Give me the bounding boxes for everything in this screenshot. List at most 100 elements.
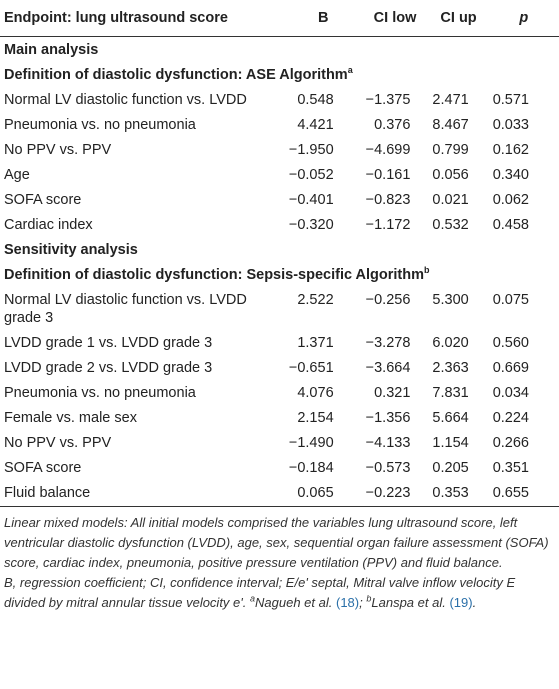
data-row: Cardiac index −0.320 −1.172 0.532 0.458: [0, 212, 559, 237]
cell-value: 0.799: [432, 141, 469, 158]
data-row: Normal LV diastolic function vs. LVDD gr…: [0, 287, 559, 330]
row-label: SOFA score: [4, 191, 82, 208]
row-label: Female vs. male sex: [4, 409, 137, 426]
cell-value: 0.376: [374, 116, 411, 133]
cell-value: 0.034: [492, 384, 529, 401]
data-row: Pneumonia vs. no pneumonia 4.421 0.376 8.46…: [0, 112, 559, 137]
row-label: LVDD grade 2 vs. LVDD grade 3: [4, 359, 213, 376]
cell-value: 0.062: [492, 191, 529, 208]
cell-value: −1.375: [365, 91, 411, 108]
cell-value: −1.490: [288, 434, 334, 451]
section-row: Definition of diastolic dysfunction: ASE…: [0, 62, 559, 87]
data-row: Normal LV diastolic function vs. LVDD 0.5…: [0, 87, 559, 112]
cell-value: 2.363: [432, 359, 469, 376]
cell-value: 0.224: [492, 409, 529, 426]
cell-value: 0.266: [492, 434, 529, 451]
ref-author: Lanspa et al.: [371, 594, 446, 610]
cell-value: 0.205: [432, 459, 469, 476]
header-row: Endpoint: lung ultrasound score B CI low CI…: [0, 0, 559, 37]
data-row: No PPV vs. PPV −1.950 −4.699 0.799 0.162: [0, 137, 559, 162]
cell-value: 0.162: [492, 141, 529, 158]
cell-value: 4.421: [297, 116, 334, 133]
cell-value: −0.320: [288, 216, 334, 233]
footnotes: Linear mixed models: All initial models …: [0, 507, 559, 613]
data-row: LVDD grade 1 vs. LVDD grade 3 1.371 −3.278…: [0, 330, 559, 355]
cell-value: 0.021: [432, 191, 469, 208]
cell-value: −0.184: [288, 459, 334, 476]
cell-value: 5.300: [432, 291, 469, 308]
cell-value: 0.056: [432, 166, 469, 183]
cell-value: 0.655: [488, 480, 559, 507]
data-row: Pneumonia vs. no pneumonia 4.076 0.321 7.83…: [0, 380, 559, 405]
cell-value: −0.573: [365, 459, 411, 476]
cell-value: 0.532: [432, 216, 469, 233]
row-label: Pneumonia vs. no pneumonia: [4, 116, 196, 133]
cell-value: 7.831: [432, 384, 469, 401]
cell-value: 8.467: [432, 116, 469, 133]
cell-value: −0.052: [288, 166, 334, 183]
section-subtitle: Definition of diastolic dysfunction: Sep…: [0, 262, 559, 287]
subtitle-text: Definition of diastolic dysfunction: ASE…: [4, 66, 348, 83]
row-label: Cardiac index: [4, 216, 93, 233]
section-subtitle: Definition of diastolic dysfunction: ASE…: [0, 62, 559, 87]
cell-value: 5.664: [432, 409, 469, 426]
cell-value: 1.154: [432, 434, 469, 451]
cell-value: −1.172: [365, 216, 411, 233]
cell-value: −0.401: [288, 191, 334, 208]
row-label: SOFA score: [4, 459, 82, 476]
cell-value: 4.076: [297, 384, 334, 401]
ref-cite: (19): [449, 594, 473, 610]
cell-value: 2.471: [432, 91, 469, 108]
cell-value: 0.033: [492, 116, 529, 133]
data-row: LVDD grade 2 vs. LVDD grade 3 −0.651 −3.66…: [0, 355, 559, 380]
cell-value: −4.133: [365, 434, 411, 451]
row-label: No PPV vs. PPV: [4, 141, 112, 158]
column-header: B: [284, 0, 362, 37]
cell-value: 0.353: [428, 480, 489, 507]
section-row: Sensitivity analysis: [0, 237, 559, 262]
data-row: SOFA score −0.401 −0.823 0.021 0.062: [0, 187, 559, 212]
cell-value: 6.020: [432, 334, 469, 351]
cell-value: 0.075: [492, 291, 529, 308]
cell-value: 0.560: [492, 334, 529, 351]
cell-value: −1.950: [288, 141, 334, 158]
row-label: Fluid balance: [0, 480, 285, 507]
cell-value: 0.669: [492, 359, 529, 376]
cell-value: −3.664: [365, 359, 411, 376]
cell-value: 0.321: [374, 384, 411, 401]
ref-author: Nagueh et al.: [255, 594, 333, 610]
cell-value: −3.278: [365, 334, 411, 351]
section-title: Main analysis: [4, 41, 99, 58]
ref-end: .: [472, 594, 477, 610]
note: Linear mixed models: All initial models …: [4, 514, 549, 570]
cell-value: 0.351: [492, 459, 529, 476]
row-label: Pneumonia vs. no pneumonia: [4, 384, 196, 401]
data-row: Female vs. male sex 2.154 −1.356 5.664 0.224: [0, 405, 559, 430]
cell-value: −0.223: [361, 480, 429, 507]
cell-value: 2.154: [297, 409, 334, 426]
row-label: Normal LV diastolic function vs. LVDD gr…: [4, 291, 247, 326]
cell-value: 0.340: [492, 166, 529, 183]
subtitle-text: Definition of diastolic dysfunction: Sep…: [4, 266, 424, 283]
data-row: No PPV vs. PPV −1.490 −4.133 1.154 0.266: [0, 430, 559, 455]
subtitle-note: b: [424, 264, 430, 275]
cell-value: 2.522: [297, 291, 334, 308]
ref-mark: b: [366, 593, 372, 604]
row-label: Normal LV diastolic function vs. LVDD: [4, 91, 247, 108]
cell-value: 0.065: [284, 480, 362, 507]
cell-value: 0.548: [297, 91, 334, 108]
section-row: Definition of diastolic dysfunction: Sep…: [0, 262, 559, 287]
cell-value: −1.356: [365, 409, 411, 426]
abbreviation-text: B, regression coefficient; CI, confidenc…: [4, 574, 516, 610]
data-row: Fluid balance 0.065 −0.223 0.353 0.655: [0, 480, 559, 507]
ref-mark: a: [250, 593, 256, 604]
cell-value: 1.371: [297, 334, 334, 351]
cell-value: 0.458: [492, 216, 529, 233]
column-header: CI low: [361, 0, 429, 37]
abbreviations: B, regression coefficient; CI, confidenc…: [4, 573, 555, 613]
section-title: Sensitivity analysis: [4, 241, 138, 258]
ref-end: ;: [359, 594, 363, 610]
data-row: Age −0.052 −0.161 0.056 0.340: [0, 162, 559, 187]
row-label: No PPV vs. PPV: [4, 434, 112, 451]
